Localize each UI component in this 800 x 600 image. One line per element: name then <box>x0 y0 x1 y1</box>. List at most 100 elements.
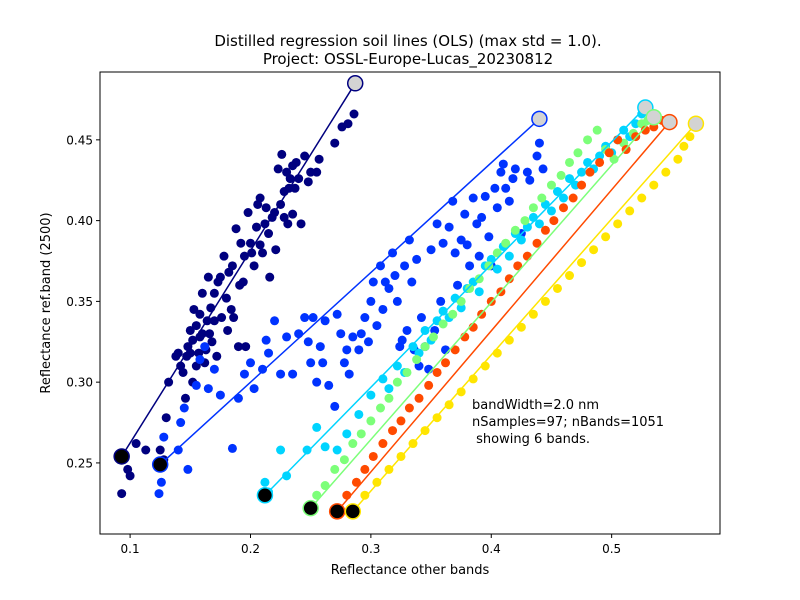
data-point <box>392 377 402 387</box>
data-point <box>465 261 475 271</box>
line-start-marker-3 <box>256 486 274 504</box>
plot-frame <box>99 71 721 535</box>
data-point <box>392 361 402 371</box>
data-point <box>595 151 605 161</box>
data-point <box>156 477 166 487</box>
line-start-marker-6 <box>344 503 362 520</box>
data-point <box>384 384 394 394</box>
y-tick-label: 0.35 <box>66 295 93 309</box>
data-point <box>312 422 322 432</box>
data-point <box>176 418 186 428</box>
data-point <box>378 439 388 449</box>
data-point <box>508 174 518 184</box>
data-point <box>356 429 366 439</box>
data-point <box>496 167 506 177</box>
data-point <box>141 445 151 455</box>
data-point <box>592 125 602 135</box>
data-point <box>477 212 487 222</box>
data-point <box>637 193 647 203</box>
data-point <box>229 313 239 323</box>
info-annotation: bandWidth=2.0 nm nSamples=97; nBands=105… <box>472 398 664 447</box>
data-point <box>558 193 568 203</box>
data-point <box>207 337 217 347</box>
data-point <box>215 390 225 400</box>
data-point <box>558 203 568 213</box>
data-point <box>209 364 219 374</box>
chart-subtitle: Project: OSSL-Europe-Lucas_20230812 <box>263 50 553 69</box>
data-point <box>661 167 671 177</box>
data-point <box>209 288 219 298</box>
data-point <box>534 138 544 148</box>
data-point <box>583 135 593 145</box>
data-point <box>685 132 695 142</box>
data-point <box>260 477 270 487</box>
data-point <box>438 306 448 316</box>
data-point <box>264 229 274 239</box>
data-point <box>438 319 448 329</box>
data-point <box>516 235 526 245</box>
data-point <box>217 313 227 323</box>
data-point <box>414 393 424 403</box>
data-point <box>247 248 257 258</box>
data-point <box>474 274 484 284</box>
regression-line-2 <box>159 118 540 466</box>
data-point <box>178 367 188 377</box>
line-end-marker-5 <box>661 113 678 131</box>
data-point <box>249 384 259 394</box>
data-point <box>336 329 346 339</box>
regression-line-1 <box>121 82 356 457</box>
data-point <box>339 358 349 368</box>
data-point <box>468 193 478 203</box>
data-point <box>348 439 358 449</box>
data-point <box>565 174 575 184</box>
data-point <box>227 261 237 271</box>
data-point <box>465 283 475 293</box>
data-point <box>294 329 304 339</box>
data-point <box>276 369 286 379</box>
data-point <box>195 309 205 319</box>
data-point <box>283 219 293 229</box>
data-point <box>179 403 189 413</box>
data-point <box>402 367 412 377</box>
data-point <box>552 283 562 293</box>
data-point <box>462 240 472 250</box>
data-point <box>238 277 248 287</box>
data-point <box>366 416 376 426</box>
data-point <box>180 393 190 403</box>
data-point <box>426 245 436 255</box>
data-point <box>282 471 292 481</box>
data-point <box>312 377 322 387</box>
data-point <box>312 490 322 500</box>
data-point <box>376 261 386 271</box>
data-point <box>354 409 364 419</box>
data-point <box>320 316 330 326</box>
data-point <box>324 380 334 390</box>
data-point <box>573 148 583 158</box>
data-point <box>205 329 215 339</box>
data-point <box>490 183 500 193</box>
data-point <box>258 364 268 374</box>
data-point <box>288 209 298 219</box>
data-point <box>343 119 353 129</box>
data-point <box>239 251 249 261</box>
data-point <box>546 180 556 190</box>
data-point <box>117 489 127 499</box>
plot-area <box>113 75 705 520</box>
data-point <box>258 248 268 258</box>
data-point <box>504 196 514 206</box>
regression-line-5 <box>336 121 671 512</box>
line-start-marker-2 <box>151 456 169 473</box>
data-point <box>402 325 412 335</box>
regression-line-6 <box>352 123 697 512</box>
data-point <box>412 254 422 264</box>
data-point <box>456 296 466 306</box>
regression-line-3 <box>264 107 646 496</box>
data-point <box>408 342 418 352</box>
data-point <box>484 232 494 242</box>
data-point <box>589 245 599 255</box>
x-tick-label: 0.4 <box>482 542 501 556</box>
annotation-line-1: bandWidth=2.0 nm <box>472 398 599 413</box>
data-point <box>568 193 578 203</box>
data-point <box>390 271 400 281</box>
data-point <box>330 464 340 474</box>
